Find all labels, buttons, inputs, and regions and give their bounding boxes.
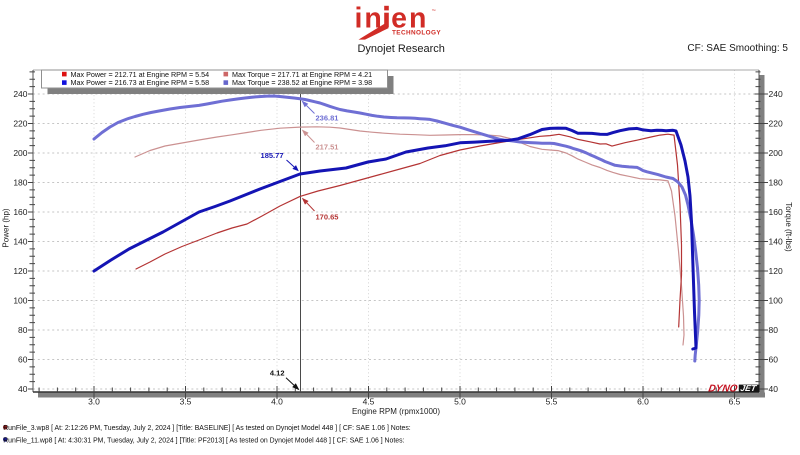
svg-text:60: 60 <box>769 354 779 364</box>
svg-text:185.77: 185.77 <box>261 151 284 160</box>
svg-text:Max Power = 212.71 at Engine R: Max Power = 212.71 at Engine RPM = 5.54 <box>71 70 210 79</box>
svg-text:RunFile_3.wp8 [ At: 2:12:26 PM: RunFile_3.wp8 [ At: 2:12:26 PM, Tuesday,… <box>3 425 411 432</box>
svg-text:100: 100 <box>769 295 783 305</box>
svg-text:Max Power = 216.73 at Engine R: Max Power = 216.73 at Engine RPM = 5.58 <box>71 78 210 87</box>
svg-text:6.0: 6.0 <box>637 397 649 407</box>
svg-text:Torque (ft-lbs): Torque (ft-lbs) <box>784 202 793 252</box>
svg-text:40: 40 <box>769 384 779 394</box>
svg-text:200: 200 <box>13 148 27 158</box>
svg-text:Max Torque = 217.71 at Engine: Max Torque = 217.71 at Engine RPM = 4.21 <box>232 70 372 79</box>
svg-text:en: en <box>391 3 428 35</box>
svg-text:5.5: 5.5 <box>546 397 558 407</box>
svg-text:236.81: 236.81 <box>316 114 339 123</box>
svg-text:DYNO: DYNO <box>707 384 738 395</box>
svg-text:Dynojet Research: Dynojet Research <box>357 43 444 55</box>
svg-text:4.12: 4.12 <box>270 369 285 378</box>
svg-text:170.65: 170.65 <box>316 213 339 222</box>
svg-text:5.0: 5.0 <box>454 397 466 407</box>
svg-text:JET: JET <box>740 383 758 393</box>
svg-text:140: 140 <box>13 236 27 246</box>
svg-text:4.5: 4.5 <box>363 397 375 407</box>
svg-text:40: 40 <box>18 384 28 394</box>
svg-text:6.5: 6.5 <box>729 397 741 407</box>
svg-text:Power (hp): Power (hp) <box>2 208 11 247</box>
svg-text:100: 100 <box>13 295 27 305</box>
svg-text:80: 80 <box>769 325 779 335</box>
svg-text:3.0: 3.0 <box>88 397 100 407</box>
svg-text:CF: SAE Smoothing: 5: CF: SAE Smoothing: 5 <box>687 43 788 54</box>
svg-text:180: 180 <box>769 177 783 187</box>
svg-text:240: 240 <box>13 89 27 99</box>
svg-text:TECHNOLOGY: TECHNOLOGY <box>392 30 441 37</box>
svg-text:160: 160 <box>769 207 783 217</box>
svg-text:217.51: 217.51 <box>316 142 339 151</box>
svg-text:4.0: 4.0 <box>271 397 283 407</box>
svg-text:60: 60 <box>18 354 28 364</box>
svg-text:220: 220 <box>769 118 783 128</box>
svg-text:120: 120 <box>13 266 27 276</box>
svg-text:3.5: 3.5 <box>180 397 192 407</box>
svg-text:240: 240 <box>769 89 783 99</box>
svg-text:80: 80 <box>18 325 28 335</box>
svg-text:180: 180 <box>13 177 27 187</box>
svg-text:120: 120 <box>769 266 783 276</box>
svg-text:140: 140 <box>769 236 783 246</box>
svg-text:Max Torque = 238.52 at Engine: Max Torque = 238.52 at Engine RPM = 3.98 <box>232 78 372 87</box>
svg-text:200: 200 <box>769 148 783 158</box>
svg-text:220: 220 <box>13 118 27 128</box>
svg-text:160: 160 <box>13 207 27 217</box>
svg-text:™: ™ <box>432 8 436 13</box>
svg-text:RunFile_11.wp8 [ At: 4:30:31 P: RunFile_11.wp8 [ At: 4:30:31 PM, Tuesday… <box>3 437 404 444</box>
svg-text:Engine RPM (rpmx1000): Engine RPM (rpmx1000) <box>352 407 440 416</box>
